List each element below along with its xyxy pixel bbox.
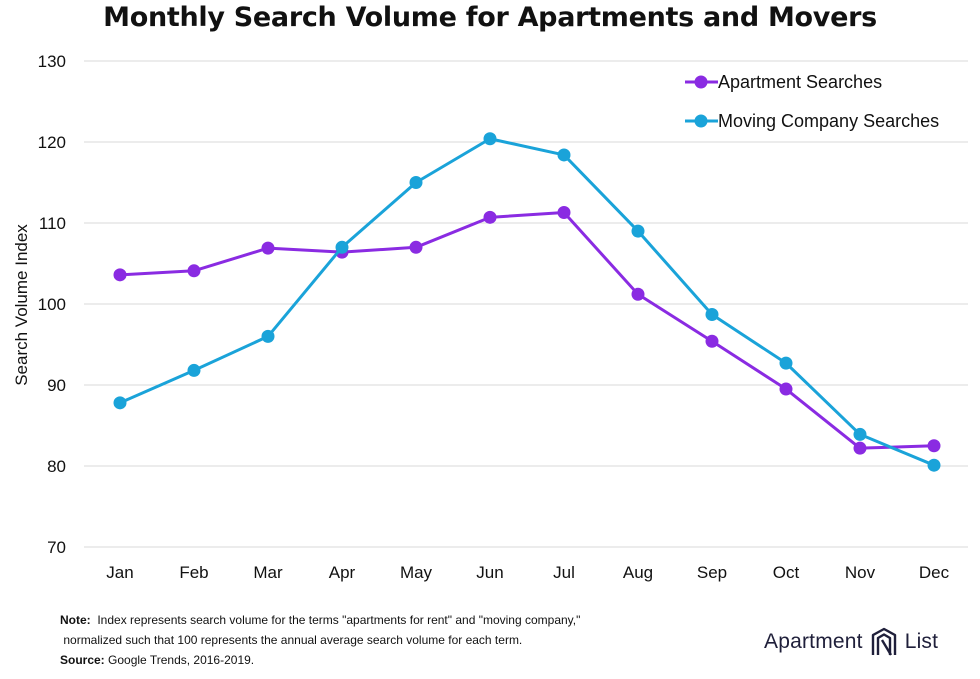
x-tick-may: May [400,563,433,582]
line-apartment-searches [119,210,935,450]
legend-marker-apartment-searches [694,75,708,89]
point-moving-company-searches-oct [779,356,793,370]
point-apartment-searches-dec [927,439,941,453]
x-tick-apr: Apr [329,563,356,582]
y-tick-80: 80 [47,457,66,476]
x-tick-mar: Mar [253,563,283,582]
series-moving-company-searches [113,132,941,472]
legend-label-moving-company-searches: Moving Company Searches [718,111,939,131]
legend-label-apartment-searches: Apartment Searches [718,72,882,92]
point-apartment-searches-jul [557,205,571,219]
apartment-list-logo-icon [871,627,896,656]
line-chart: 70 80 90 100 110 120 130 Jan Feb Mar Apr May Jun Jul… [12,52,968,582]
note-line-1: Note: Index represents search volume for… [60,610,580,630]
x-tick-sep: Sep [697,563,727,582]
x-tick-jun: Jun [476,563,503,582]
point-apartment-searches-mar [261,241,275,255]
point-moving-company-searches-dec [927,458,941,472]
legend-marker-moving-company-searches [694,114,708,128]
x-tick-nov: Nov [845,563,876,582]
x-tick-jan: Jan [106,563,133,582]
point-apartment-searches-feb [187,264,201,278]
gridlines [84,60,968,548]
point-moving-company-searches-apr [335,240,349,254]
point-moving-company-searches-jan [113,396,127,410]
series-lines [113,132,941,472]
x-tick-jul: Jul [553,563,575,582]
point-moving-company-searches-jul [557,148,571,162]
brand-word-2: List [904,630,939,653]
note-line-2: normalized such that 100 represents the … [60,630,580,650]
x-tick-oct: Oct [773,563,800,582]
note-text-1: Index represents search volume for the t… [97,613,581,627]
point-apartment-searches-nov [853,441,867,455]
y-tick-130: 130 [38,52,66,71]
point-apartment-searches-jun [483,210,497,224]
y-tick-90: 90 [47,376,66,395]
source-line: Source: Google Trends, 2016-2019. [60,650,580,670]
point-moving-company-searches-feb [187,363,201,377]
point-moving-company-searches-aug [631,224,645,238]
legend: Apartment Searches Moving Company Searche… [685,72,939,131]
source-label: Source: [60,653,105,667]
chart-title: Monthly Search Volume for Apartments and… [103,2,877,33]
point-moving-company-searches-sep [705,308,719,322]
legend-item-moving-company-searches: Moving Company Searches [685,111,939,131]
source-text: Google Trends, 2016-2019. [108,653,255,667]
y-tick-110: 110 [39,214,66,233]
note-text-2: normalized such that 100 represents the … [63,633,523,647]
x-tick-dec: Dec [919,563,950,582]
series-apartment-searches [113,205,941,455]
x-tick-feb: Feb [179,563,208,582]
point-apartment-searches-sep [705,334,719,348]
point-moving-company-searches-may [409,176,423,189]
y-axis-label: Search Volume Index [12,224,31,386]
x-tick-aug: Aug [623,563,653,582]
brand-word-1: Apartment [764,630,863,653]
point-apartment-searches-jan [113,268,127,282]
note-label: Note: [60,613,91,627]
y-tick-120: 120 [38,133,66,152]
point-moving-company-searches-jun [483,132,497,146]
point-apartment-searches-oct [779,382,793,396]
x-axis-ticks: Jan Feb Mar Apr May Jun Jul Aug Sep Oct Nov Dec [106,563,949,582]
brand-logo: Apartment List [764,626,938,658]
point-moving-company-searches-nov [853,427,867,441]
point-moving-company-searches-mar [261,329,275,343]
footnote: Note: Index represents search volume for… [60,610,580,670]
legend-item-apartment-searches: Apartment Searches [685,72,882,92]
point-apartment-searches-aug [631,287,645,301]
y-tick-100: 100 [38,295,66,314]
y-axis-ticks: 70 80 90 100 110 120 130 [38,52,66,557]
point-apartment-searches-may [409,240,423,254]
y-tick-70: 70 [47,538,66,557]
line-moving-company-searches [119,137,935,467]
